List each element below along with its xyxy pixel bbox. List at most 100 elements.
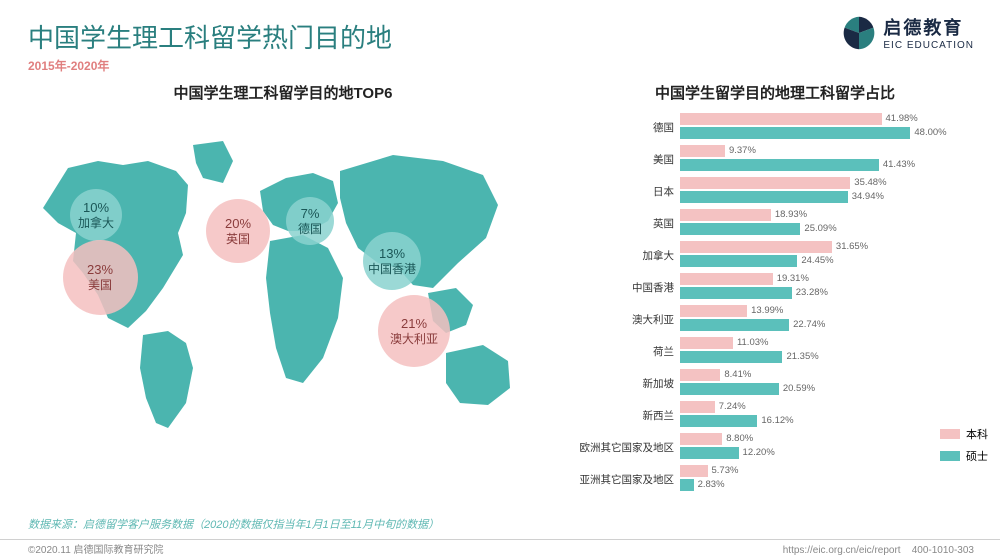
bar-value: 19.31% bbox=[777, 273, 809, 285]
bar-master: 48.00% bbox=[680, 127, 910, 139]
bar-value: 31.65% bbox=[836, 241, 868, 253]
bar-master: 2.83% bbox=[680, 479, 694, 491]
bar-value: 21.35% bbox=[786, 351, 818, 363]
footer-url: https://eic.org.cn/eic/report bbox=[783, 545, 901, 556]
bar-master: 24.45% bbox=[680, 255, 797, 267]
footer-separator bbox=[0, 539, 1000, 540]
footer-phone: 400-1010-303 bbox=[912, 545, 974, 556]
bar-value: 8.80% bbox=[726, 433, 753, 445]
bar-row-label: 亚洲其它国家及地区 bbox=[570, 472, 680, 487]
bar-row: 荷兰11.03%21.35% bbox=[570, 337, 980, 365]
bar-row: 亚洲其它国家及地区 5.73% 2.83% bbox=[570, 465, 980, 493]
bar-bachelor: 8.80% bbox=[680, 433, 722, 445]
map-bubble: 20%英国 bbox=[206, 199, 270, 263]
bar-row-label: 美国 bbox=[570, 152, 680, 167]
bubble-pct: 10% bbox=[83, 200, 109, 216]
bar-master: 16.12% bbox=[680, 415, 757, 427]
bubble-label: 英国 bbox=[226, 232, 250, 246]
bar-row-label: 澳大利亚 bbox=[570, 312, 680, 327]
bar-pair: 7.24% 16.12% bbox=[680, 401, 980, 429]
bar-pair: 5.73% 2.83% bbox=[680, 465, 980, 493]
bar-row: 德国41.98%48.00% bbox=[570, 113, 980, 141]
bar-pair: 8.41%20.59% bbox=[680, 369, 980, 397]
bubble-label: 加拿大 bbox=[78, 216, 114, 230]
legend-item: 硕士 bbox=[940, 448, 988, 464]
bar-pair: 11.03% 21.35% bbox=[680, 337, 980, 365]
bar-value: 25.09% bbox=[804, 223, 836, 235]
bar-pair: 13.99% 22.74% bbox=[680, 305, 980, 333]
bar-master: 20.59% bbox=[680, 383, 779, 395]
bar-pair: 9.37%41.43% bbox=[680, 145, 980, 173]
bar-chart: 德国41.98%48.00%美国9.37%41.43%日本35.48%34.94… bbox=[570, 113, 980, 493]
bar-master: 22.74% bbox=[680, 319, 789, 331]
bar-bachelor: 31.65% bbox=[680, 241, 832, 253]
bar-row: 加拿大31.65%24.45% bbox=[570, 241, 980, 269]
bar-value: 41.98% bbox=[886, 113, 918, 125]
bar-value: 20.59% bbox=[783, 383, 815, 395]
bar-pair: 35.48% 34.94% bbox=[680, 177, 980, 205]
bar-row: 英国18.93%25.09% bbox=[570, 209, 980, 237]
bar-bachelor: 7.24% bbox=[680, 401, 715, 413]
bubble-pct: 7% bbox=[301, 206, 320, 222]
bar-row: 新西兰7.24%16.12% bbox=[570, 401, 980, 429]
bar-row-label: 加拿大 bbox=[570, 248, 680, 263]
bar-row: 新加坡8.41%20.59% bbox=[570, 369, 980, 397]
data-source: 数据来源：启德留学客户服务数据（2020的数据仅指当年1月1日至11月中旬的数据… bbox=[28, 516, 439, 532]
legend-label: 硕士 bbox=[966, 448, 988, 464]
bar-value: 12.20% bbox=[743, 447, 775, 459]
bar-value: 5.73% bbox=[712, 465, 739, 477]
bar-value: 34.94% bbox=[852, 191, 884, 203]
bar-master: 23.28% bbox=[680, 287, 792, 299]
bar-pair: 8.80% 12.20% bbox=[680, 433, 980, 461]
bar-row-label: 中国香港 bbox=[570, 280, 680, 295]
bar-row-label: 欧洲其它国家及地区 bbox=[570, 440, 680, 455]
bar-value: 48.00% bbox=[914, 127, 946, 139]
bubble-pct: 23% bbox=[87, 262, 113, 278]
logo-text-en: EIC EDUCATION bbox=[883, 40, 974, 51]
bar-value: 41.43% bbox=[883, 159, 915, 171]
bar-row: 澳大利亚13.99%22.74% bbox=[570, 305, 980, 333]
bar-master: 25.09% bbox=[680, 223, 800, 235]
bar-row: 美国9.37%41.43% bbox=[570, 145, 980, 173]
logo: 启德教育 EIC EDUCATION bbox=[841, 14, 974, 51]
bar-pair: 31.65%24.45% bbox=[680, 241, 980, 269]
bubble-pct: 13% bbox=[379, 246, 405, 262]
legend-swatch bbox=[940, 451, 960, 461]
bar-bachelor: 11.03% bbox=[680, 337, 733, 349]
logo-text-cn: 启德教育 bbox=[883, 14, 974, 40]
bar-value: 11.03% bbox=[737, 337, 769, 349]
chart-section: 中国学生留学目的地理工科留学占比 德国41.98%48.00%美国9.37%41… bbox=[570, 82, 980, 497]
bar-value: 7.24% bbox=[719, 401, 746, 413]
bar-value: 24.45% bbox=[801, 255, 833, 267]
footer-right: https://eic.org.cn/eic/report 400-1010-3… bbox=[783, 545, 974, 556]
legend-label: 本科 bbox=[966, 426, 988, 442]
bar-bachelor: 41.98% bbox=[680, 113, 882, 125]
bar-bachelor: 18.93% bbox=[680, 209, 771, 221]
bar-row-label: 德国 bbox=[570, 120, 680, 135]
copyright: ©2020.11 启德国际教育研究院 bbox=[28, 541, 164, 556]
bar-row-label: 新加坡 bbox=[570, 376, 680, 391]
bar-master: 34.94% bbox=[680, 191, 848, 203]
bubble-label: 澳大利亚 bbox=[390, 332, 438, 346]
chart-title: 中国学生留学目的地理工科留学占比 bbox=[570, 82, 980, 103]
bubble-pct: 20% bbox=[225, 216, 251, 232]
bar-value: 13.99% bbox=[751, 305, 783, 317]
page-subtitle: 2015年-2020年 bbox=[28, 57, 392, 74]
bar-master: 21.35% bbox=[680, 351, 782, 363]
bar-value: 35.48% bbox=[854, 177, 886, 189]
world-map: 10%加拿大 23%美国 20%英国 7%德国 13%中国香港 21%澳大利亚 bbox=[28, 113, 538, 433]
bar-pair: 41.98% 48.00% bbox=[680, 113, 980, 141]
bar-value: 22.74% bbox=[793, 319, 825, 331]
bar-value: 18.93% bbox=[775, 209, 807, 221]
map-section: 中国学生理工科留学目的地TOP6 10%加拿大23%美 bbox=[28, 82, 538, 433]
map-bubble: 23%美国 bbox=[63, 240, 138, 315]
map-bubble: 7%德国 bbox=[286, 197, 334, 245]
bar-master: 12.20% bbox=[680, 447, 739, 459]
header: 中国学生理工科留学热门目的地 2015年-2020年 bbox=[28, 18, 392, 74]
logo-icon bbox=[841, 15, 877, 51]
bubble-label: 中国香港 bbox=[368, 262, 416, 276]
map-title: 中国学生理工科留学目的地TOP6 bbox=[28, 82, 538, 103]
bubble-pct: 21% bbox=[401, 316, 427, 332]
bar-bachelor: 13.99% bbox=[680, 305, 747, 317]
map-bubble: 21%澳大利亚 bbox=[378, 295, 450, 367]
